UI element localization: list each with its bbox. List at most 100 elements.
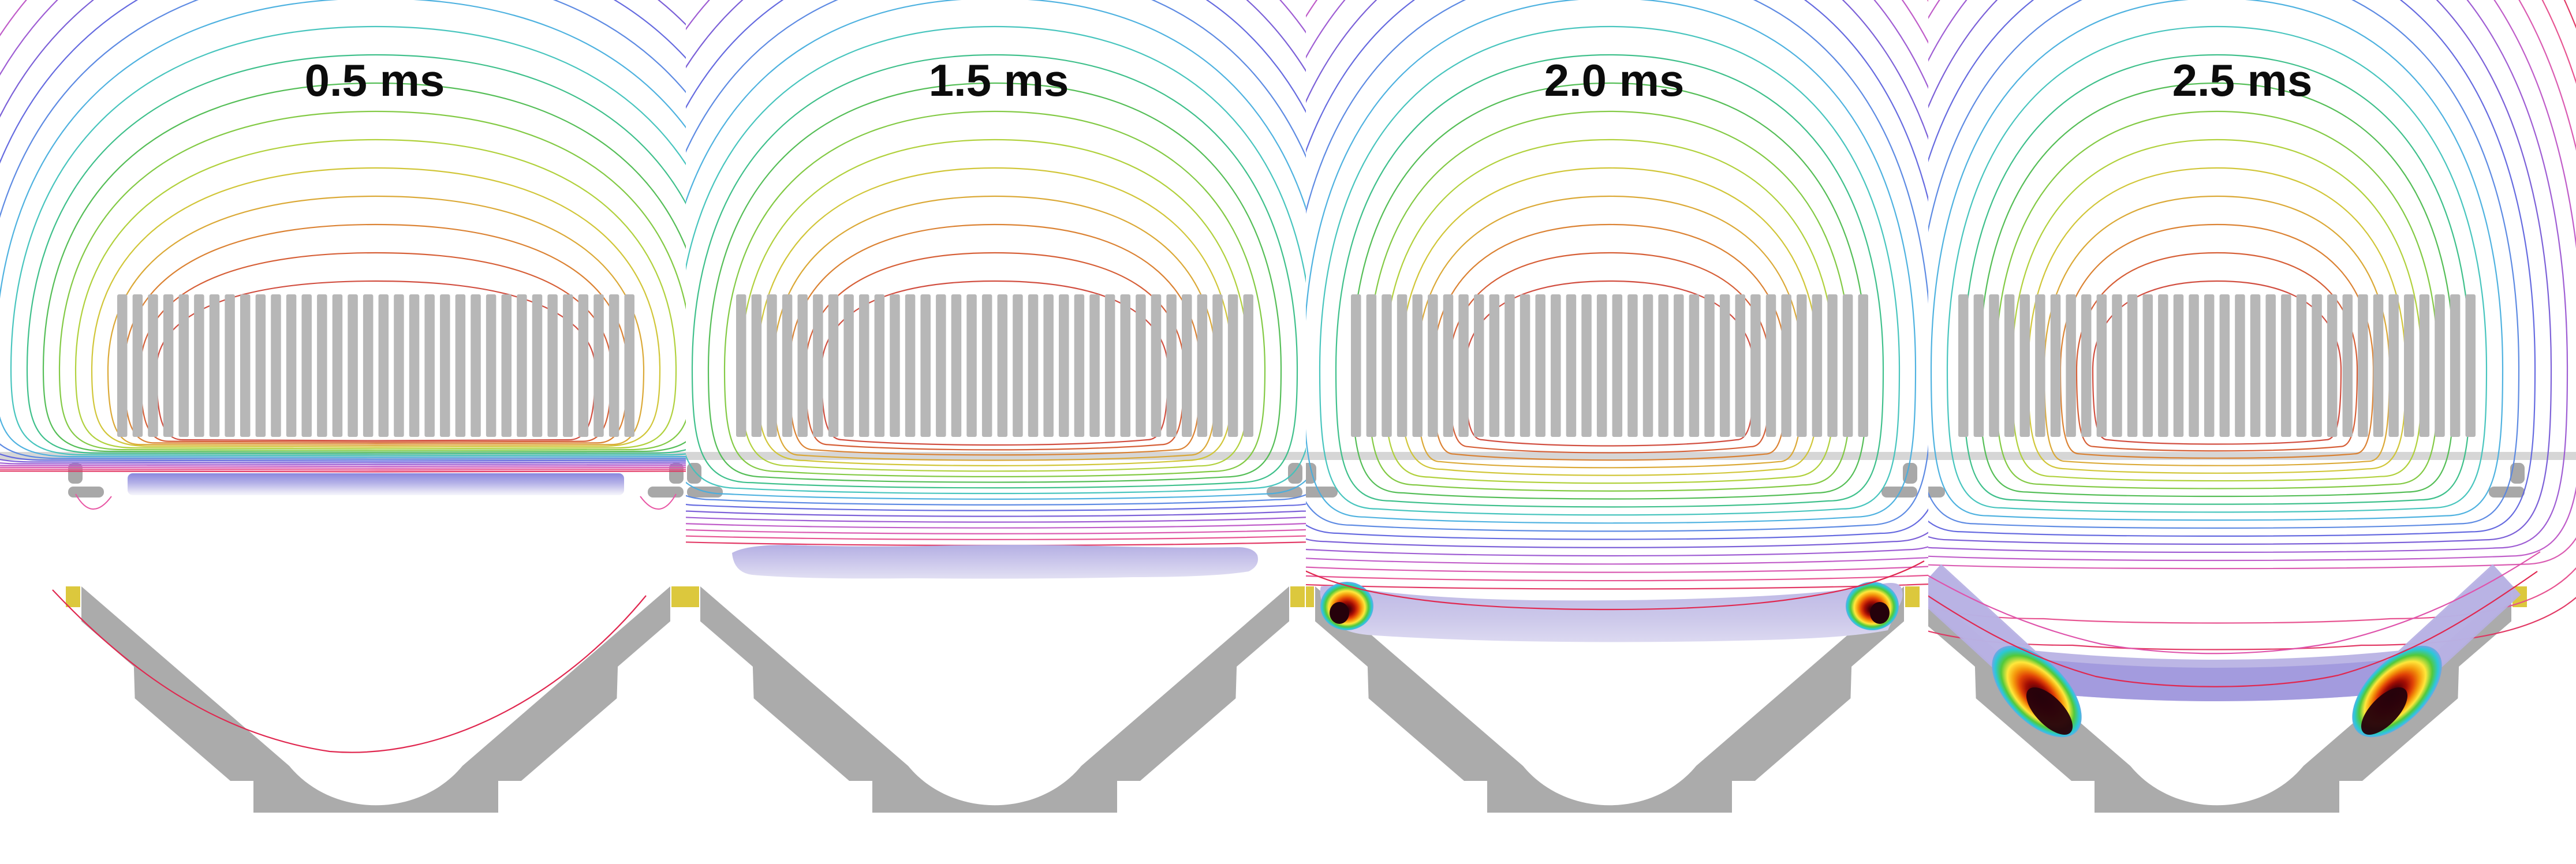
sheet-bridge-core [2030,659,2403,701]
blank-holder-lower-left [68,487,104,498]
field-contour-line [0,468,686,471]
coil-winding-bar [966,294,977,437]
coil-winding-bar [1642,294,1653,437]
coil-winding-bar [225,294,235,437]
coil-cross-section [117,294,634,437]
coil-winding-bar [2419,294,2430,437]
coil-winding-bar [2404,294,2414,437]
field-contour-line [707,82,1282,483]
coil-winding-bar [1581,294,1592,437]
coil-winding-bar [2435,294,2445,437]
coil-winding-bar [1043,294,1054,437]
coil-winding-bar [1028,294,1039,437]
blank-holder-lower-right [648,487,684,498]
coil-winding-bar [1689,294,1700,437]
coil-winding-bar [1719,294,1730,437]
workpiece-sheet [732,545,1258,579]
coil-winding-bar [424,294,435,437]
coil-winding-bar [828,294,839,437]
field-contour-line [0,0,686,462]
coil-winding-bar [2158,294,2168,437]
field-contour-line [1306,0,1917,524]
coil-winding-bar [2050,294,2061,437]
field-contour-line [1319,25,1901,516]
coil-winding-bar [624,294,634,437]
field-contour-line [1306,0,1928,565]
blank-holder-lower-left [1928,487,1945,498]
field-contour-line [820,280,1169,446]
coil-winding-bar [547,294,558,437]
coil-winding-bar [2327,294,2338,437]
coil-winding-bar [1412,294,1423,437]
impact-hotspot-core [1330,602,1349,624]
coil-winding-bar [2250,294,2261,437]
field-contour-line [1306,0,1928,573]
coil-winding-bar [874,294,885,437]
die-insert-left [1306,586,1314,607]
blank-holder-upper-right [2510,463,2525,484]
cavity-field-line-inner [1928,571,2538,687]
blank-holder-upper-left [687,463,701,484]
blank-holder-upper-right [1903,463,1917,484]
coil-winding-bar [1504,294,1515,437]
coil-winding-bar [1104,294,1115,437]
field-contour-line [74,139,677,450]
field-contour-line [0,0,686,460]
coil-winding-bar [1704,294,1715,437]
field-contour-line [0,0,686,467]
field-contour-line [686,522,1306,529]
coil-winding-bar [317,294,327,437]
panel-title: 1.5 ms [929,55,1069,106]
coil-winding-bar [2081,294,2092,437]
sheet-end-field-loop-right [640,493,677,510]
field-contour-line [0,0,686,458]
coil-winding-bar [1074,294,1085,437]
field-contour-line [2092,280,2342,445]
field-contour-line [686,0,1306,523]
field-contour-line [686,535,1306,540]
coil-winding-bar [2019,294,2030,437]
coil-winding-bar [2112,294,2122,437]
slope-hotspot-core [2026,687,2073,735]
coil-winding-bar [1596,294,1607,437]
field-contour-line [1306,0,1928,532]
coil-winding-bar [486,294,496,437]
coil-winding-bar [2142,294,2153,437]
coil-winding-bar [2265,294,2276,437]
coil-winding-bar [1428,294,1438,437]
coil-winding-bar [1166,294,1177,437]
blank-holder-lower-right [2489,487,2525,498]
coil-winding-bar [1443,294,1454,437]
coil-winding-bar [563,294,573,437]
field-contour-line [1946,25,2488,513]
v-die [700,586,1289,813]
coil-winding-bar [736,294,746,437]
coil-winding-bar [1089,294,1100,437]
coil-winding-bar [1797,294,1807,437]
coil-winding-bar [1382,294,1392,437]
coil-winding-bar [578,294,589,437]
v-die [1928,586,2511,813]
coil-cross-section [1351,294,1868,437]
coil-winding-bar [163,294,174,437]
coil-winding-bar [2004,294,2015,437]
coil-winding-bar [1842,294,1853,437]
field-contour-line [10,25,686,457]
field-contour-line [26,54,686,455]
field-contour-line [1335,54,1884,508]
die-insert-left [686,586,699,607]
field-contour-line [772,195,1218,461]
coil-winding-bar [1227,294,1238,437]
coil-winding-bar [1366,294,1377,437]
coil-winding-bar [1827,294,1838,437]
field-contour-line [686,0,1306,511]
coil-winding-bar [132,294,143,437]
coil-winding-bar [363,294,374,437]
coil-winding-bar [1674,294,1684,437]
coil-winding-bar [2465,294,2476,437]
coil-winding-bar [1351,294,1361,437]
field-contour-line [1928,0,2576,570]
die-insert-right [671,586,686,607]
